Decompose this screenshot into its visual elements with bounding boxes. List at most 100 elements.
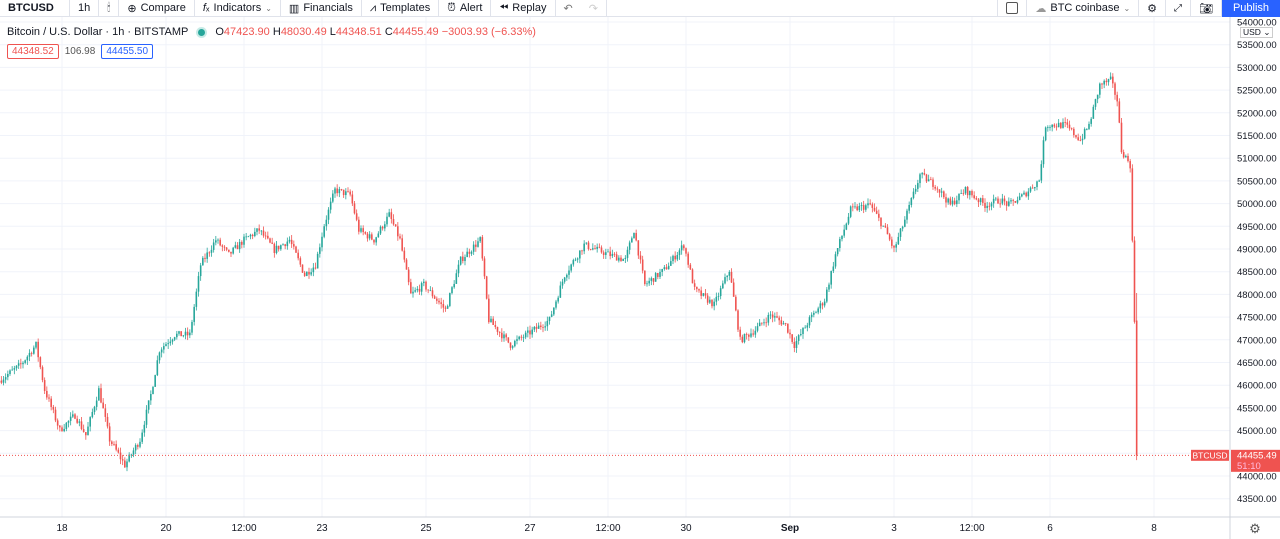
candle-body — [160, 349, 163, 353]
candle-body — [776, 316, 778, 318]
candle-body — [657, 273, 659, 277]
compare-symbol-label: BTC coinbase — [1050, 2, 1120, 14]
candle-body — [254, 231, 256, 237]
candle — [186, 327, 189, 341]
redo-button[interactable]: ↷ — [581, 0, 607, 17]
replay-button[interactable]: ⏪︎ Replay — [491, 0, 556, 17]
settings-button[interactable]: ⚙︎ — [1139, 0, 1167, 17]
candle-body — [1135, 320, 1138, 456]
candle — [72, 410, 74, 419]
candle-body — [748, 334, 750, 337]
price-chart[interactable]: 54000.00 53500.00 53000.00 52500.00 52000.00… — [0, 17, 1280, 539]
candle-body — [221, 245, 224, 247]
candle — [104, 404, 107, 422]
indicators-button[interactable]: fₓ Indicators ⌄ — [195, 0, 281, 17]
price-tick-label: 50500.00 — [1237, 176, 1277, 187]
candle-body — [332, 193, 334, 202]
candle-body — [176, 333, 178, 338]
candle-body — [834, 254, 837, 267]
candle-body — [847, 216, 850, 224]
candle — [267, 231, 269, 240]
candle-body — [425, 281, 427, 290]
candle-body — [334, 188, 336, 194]
chart-type-button[interactable]: 🕯︎ — [99, 0, 120, 17]
layout-button[interactable] — [997, 0, 1028, 17]
price-tick-label: 51000.00 — [1237, 154, 1277, 165]
screenshot-button[interactable]: 📷︎ — [1191, 0, 1222, 17]
candle-body — [308, 271, 310, 275]
candle-body — [854, 206, 856, 208]
candle-body — [899, 228, 902, 237]
candle-body — [570, 264, 572, 271]
publish-button[interactable]: Publish — [1222, 0, 1280, 17]
candle — [930, 176, 932, 181]
candle-body — [884, 225, 887, 228]
candle — [819, 300, 822, 313]
candle-body — [323, 226, 325, 237]
candle — [20, 358, 22, 369]
candle-body — [687, 253, 689, 265]
candle — [119, 447, 122, 465]
candle — [984, 198, 986, 212]
candle — [342, 189, 345, 198]
candle-body — [1090, 118, 1092, 124]
compare-symbol-button[interactable]: ☁︎ BTC coinbase ⌄ — [1027, 0, 1140, 17]
candle — [1034, 186, 1036, 192]
symbol-search-button[interactable]: BTCUSD — [0, 0, 70, 17]
candle — [895, 241, 897, 253]
financials-button[interactable]: ▥ Financials — [281, 0, 362, 17]
templates-button[interactable]: ⩘ Templates — [362, 0, 440, 17]
candle-body — [511, 346, 514, 348]
undo-button[interactable]: ↶ — [556, 0, 581, 17]
candle — [960, 189, 962, 194]
candle — [360, 225, 362, 234]
time-tick-label: 18 — [56, 523, 68, 534]
currency-selector[interactable]: USD ⌄ — [1240, 27, 1274, 38]
candle — [459, 256, 462, 266]
candle-body — [303, 272, 306, 276]
candle-body — [364, 232, 367, 234]
candle-body — [557, 297, 559, 302]
candle — [59, 425, 61, 432]
candle — [446, 304, 449, 309]
candle — [843, 224, 845, 238]
gear-icon: ⚙︎ — [1147, 2, 1158, 15]
price-tick-label: 43500.00 — [1237, 494, 1277, 505]
fullscreen-button[interactable]: ⤢ — [1166, 0, 1192, 17]
candle — [1042, 136, 1045, 168]
candle — [752, 329, 754, 337]
candle — [100, 383, 102, 404]
candle — [494, 320, 497, 330]
interval-button[interactable]: 1h — [70, 0, 100, 17]
candle — [366, 232, 369, 242]
candle-body — [444, 307, 447, 309]
candle — [832, 261, 835, 274]
candle — [717, 292, 720, 301]
candle-body — [888, 234, 891, 240]
price-axis[interactable]: 54000.00 53500.00 53000.00 52500.00 52000.00… — [1229, 17, 1280, 539]
alert-button[interactable]: ⏰︎ Alert — [439, 0, 492, 17]
candle — [17, 359, 20, 369]
axis-settings-icon[interactable]: ⚙ — [1249, 521, 1261, 536]
candle — [622, 258, 624, 262]
candle — [1112, 73, 1114, 88]
sell-button[interactable]: 44348.52 — [7, 44, 59, 59]
candle-body — [646, 283, 648, 285]
candle — [1027, 188, 1030, 200]
candle-body — [728, 271, 731, 276]
compare-button[interactable]: ⊕ Compare — [119, 0, 195, 17]
last-price-label-bg — [1231, 449, 1280, 472]
candle-body — [1036, 181, 1038, 188]
candle-body — [312, 267, 315, 273]
candle — [817, 306, 819, 315]
candle — [769, 311, 772, 320]
buy-button[interactable]: 44455.50 — [101, 44, 154, 59]
candle-body — [672, 255, 674, 262]
candle — [966, 185, 969, 199]
candle-body — [665, 267, 668, 270]
candle — [375, 236, 377, 246]
time-axis[interactable]: 18 20 12:00 23 25 27 12:00 30 Sep 3 12:00 6 8 — [0, 516, 1280, 534]
candle — [667, 262, 670, 270]
candle-body — [780, 320, 783, 325]
candle — [193, 304, 195, 326]
